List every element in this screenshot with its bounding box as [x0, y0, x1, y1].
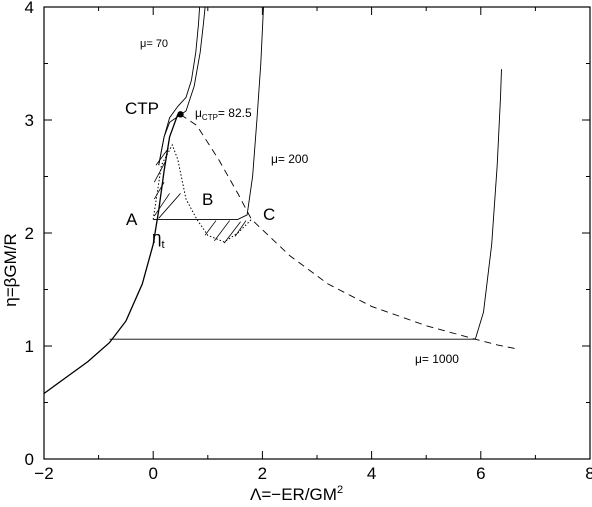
series-82-5 — [158, 6, 206, 166]
x-tick-label: 8 — [585, 464, 592, 483]
annotations: μ= 70 CTP μCTP= 82.5 μ= 200 A B C ηt μ= … — [125, 38, 459, 366]
label-mu-70: μ= 70 — [140, 38, 168, 50]
series-dashed-5 — [180, 114, 520, 350]
series-70 — [158, 6, 201, 166]
hatch-line — [204, 220, 217, 236]
label-mu-1000: μ= 1000 — [415, 352, 459, 366]
label-mu-ctp-sub: CTP — [202, 113, 218, 122]
hatch-line — [214, 220, 230, 242]
series-1000 — [109, 69, 502, 340]
x-tick-label: 2 — [258, 464, 267, 483]
label-b: B — [202, 190, 213, 209]
hatch-line — [223, 221, 241, 244]
label-ctp: CTP — [125, 99, 159, 118]
x-tick-label: −2 — [34, 464, 53, 483]
x-tick-label: 4 — [367, 464, 376, 483]
series-solid-thick-4 — [43, 114, 179, 395]
hatch-line — [153, 181, 165, 200]
hatch-line — [158, 193, 181, 219]
label-eta-t-sub: t — [161, 239, 164, 251]
y-tick-label: 2 — [25, 224, 34, 243]
hatch-line — [155, 148, 169, 166]
x-tick-label: 0 — [148, 464, 157, 483]
y-axis-title: η=βGM/R — [1, 233, 20, 307]
y-tick-label: 0 — [25, 450, 34, 469]
y-tick-label: 3 — [25, 111, 34, 130]
y-tick-label: 4 — [25, 0, 34, 17]
hatched-regions — [153, 148, 247, 244]
x-axis-title: Λ=−ER/GM2 — [250, 484, 343, 504]
x-axis-title-sup: 2 — [337, 484, 343, 496]
ctp-point — [177, 111, 184, 118]
hatch-line — [234, 220, 247, 237]
label-a: A — [126, 210, 138, 229]
curves-layer — [43, 6, 520, 395]
label-c: C — [263, 205, 275, 224]
label-mu-200: μ= 200 — [271, 152, 309, 166]
x-tick-label: 6 — [476, 464, 485, 483]
hatch-line — [153, 161, 166, 183]
label-eta-t: ηt — [152, 228, 165, 251]
plot-frame — [43, 6, 591, 460]
hatch-line — [153, 193, 170, 217]
series-200 — [153, 6, 264, 220]
label-mu-ctp: μCTP= 82.5 — [195, 106, 252, 122]
y-tick-label: 1 — [25, 337, 34, 356]
